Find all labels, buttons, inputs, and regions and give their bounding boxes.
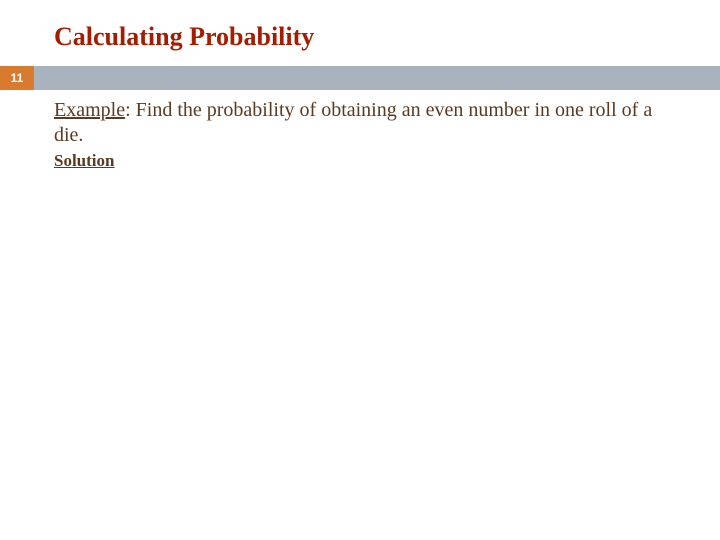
slide: Calculating Probability 11 Example: Find… <box>0 0 720 540</box>
body-content: Example: Find the probability of obtaini… <box>54 98 680 173</box>
divider-bar-gray <box>34 66 720 90</box>
page-number-badge: 11 <box>0 66 34 90</box>
divider-bar: 11 <box>0 66 720 90</box>
example-label: Example <box>54 99 125 121</box>
slide-title: Calculating Probability <box>54 22 314 52</box>
example-text: : Find the probability of obtaining an e… <box>54 99 652 146</box>
solution-label: Solution <box>54 150 114 171</box>
